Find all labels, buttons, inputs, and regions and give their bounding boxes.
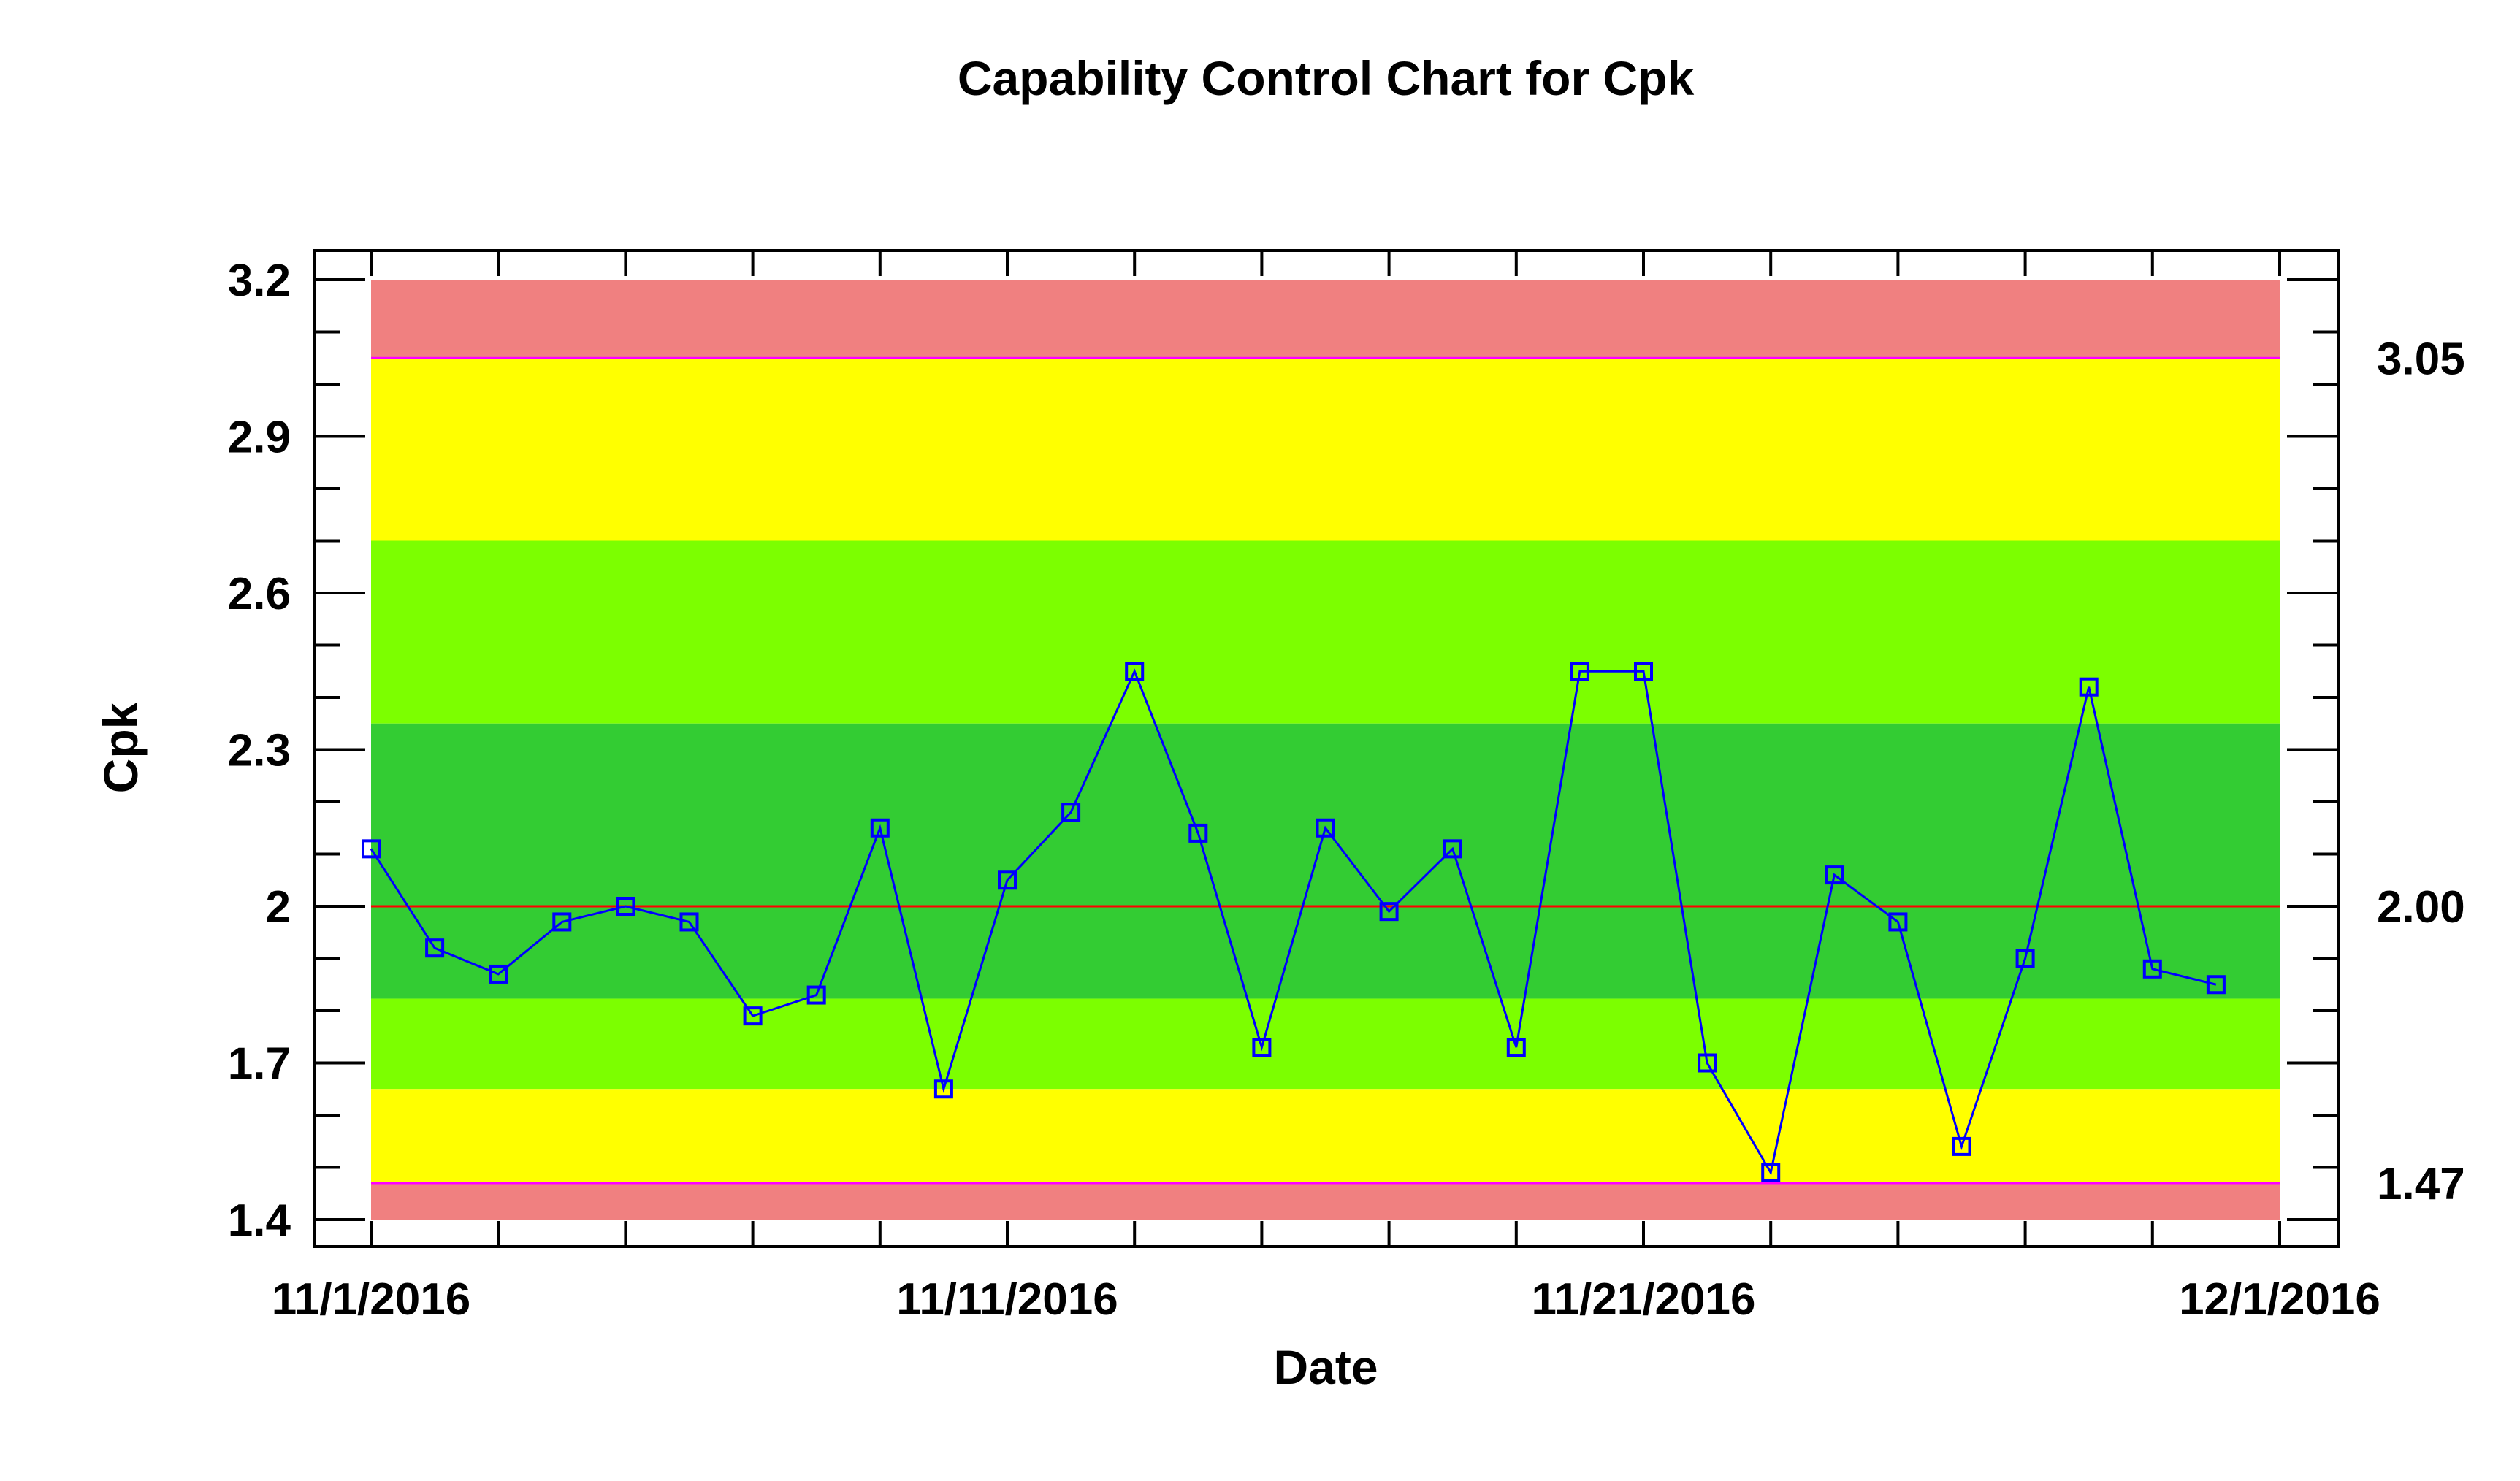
series-line [370,668,2217,1176]
x-axis-label: Date [1273,1340,1378,1394]
y-tick-label: 1.7 [228,1039,291,1090]
data-point [552,912,572,932]
x-tick-label: 11/11/2016 [896,1274,1118,1325]
x-tick-label: 11/21/2016 [1532,1274,1756,1325]
data-point [1761,1163,1781,1182]
data-point [1379,902,1399,922]
data-point [1252,1038,1272,1057]
data-point [1952,1136,1971,1156]
data-point [362,839,381,859]
data-point [2206,975,2226,995]
right-axis-label: 3.05 [2377,334,2465,384]
zone-band [371,540,2280,724]
y-axis-label: Cpk [93,702,148,793]
y-tick-label: 2 [266,882,291,933]
data-point [806,985,826,1005]
y-tick-labels: 3.2 2.9 2.6 2.3 2 1.7 1.4 [228,256,291,1246]
data-point [1698,1053,1717,1073]
zone-band [371,358,2280,541]
y-tick-label: 2.9 [228,413,291,463]
data-point [1125,662,1145,681]
y-tick-label: 2.6 [228,569,291,619]
x-tick-label: 11/1/2016 [272,1274,470,1325]
axis-ticks [314,250,2338,1247]
data-point [933,1079,953,1099]
reference-lines [371,356,2280,1185]
y-tick-label: 2.3 [228,726,291,776]
data-point [1188,823,1208,843]
data-point [743,1006,763,1026]
data-point [1888,912,1908,932]
data-point [2015,949,2035,968]
data-point [1316,818,1335,838]
data-point [1570,662,1589,681]
data-series [362,662,2226,1182]
data-point [616,897,635,916]
x-tick-labels: 11/1/2016 11/11/2016 11/21/2016 12/1/2016 [272,1274,2380,1325]
y-tick-label: 1.4 [228,1195,291,1246]
zone-band [371,280,2280,359]
data-point [2079,677,2099,697]
zone-band [371,1182,2280,1220]
data-point [1443,839,1462,859]
zone-band [371,998,2280,1090]
zone-bands [371,280,2280,1220]
data-point [998,870,1017,890]
right-axis-label: 1.47 [2377,1159,2465,1209]
data-point [870,818,890,838]
zone-band [371,723,2280,999]
data-point [679,912,699,932]
right-axis-label: 2.00 [2377,882,2465,933]
data-point [425,938,445,958]
data-point [1506,1038,1526,1057]
chart-title: Capability Control Chart for Cpk [958,51,1695,105]
data-point [1825,865,1844,885]
zone-band [371,1089,2280,1183]
x-tick-label: 12/1/2016 [2179,1274,2380,1325]
y-tick-label: 3.2 [228,256,291,306]
data-point [489,964,508,984]
data-point [2142,959,2162,979]
data-point [1634,662,1653,681]
data-point [1061,803,1081,822]
right-axis-labels: 3.05 2.00 1.47 [2377,334,2465,1209]
